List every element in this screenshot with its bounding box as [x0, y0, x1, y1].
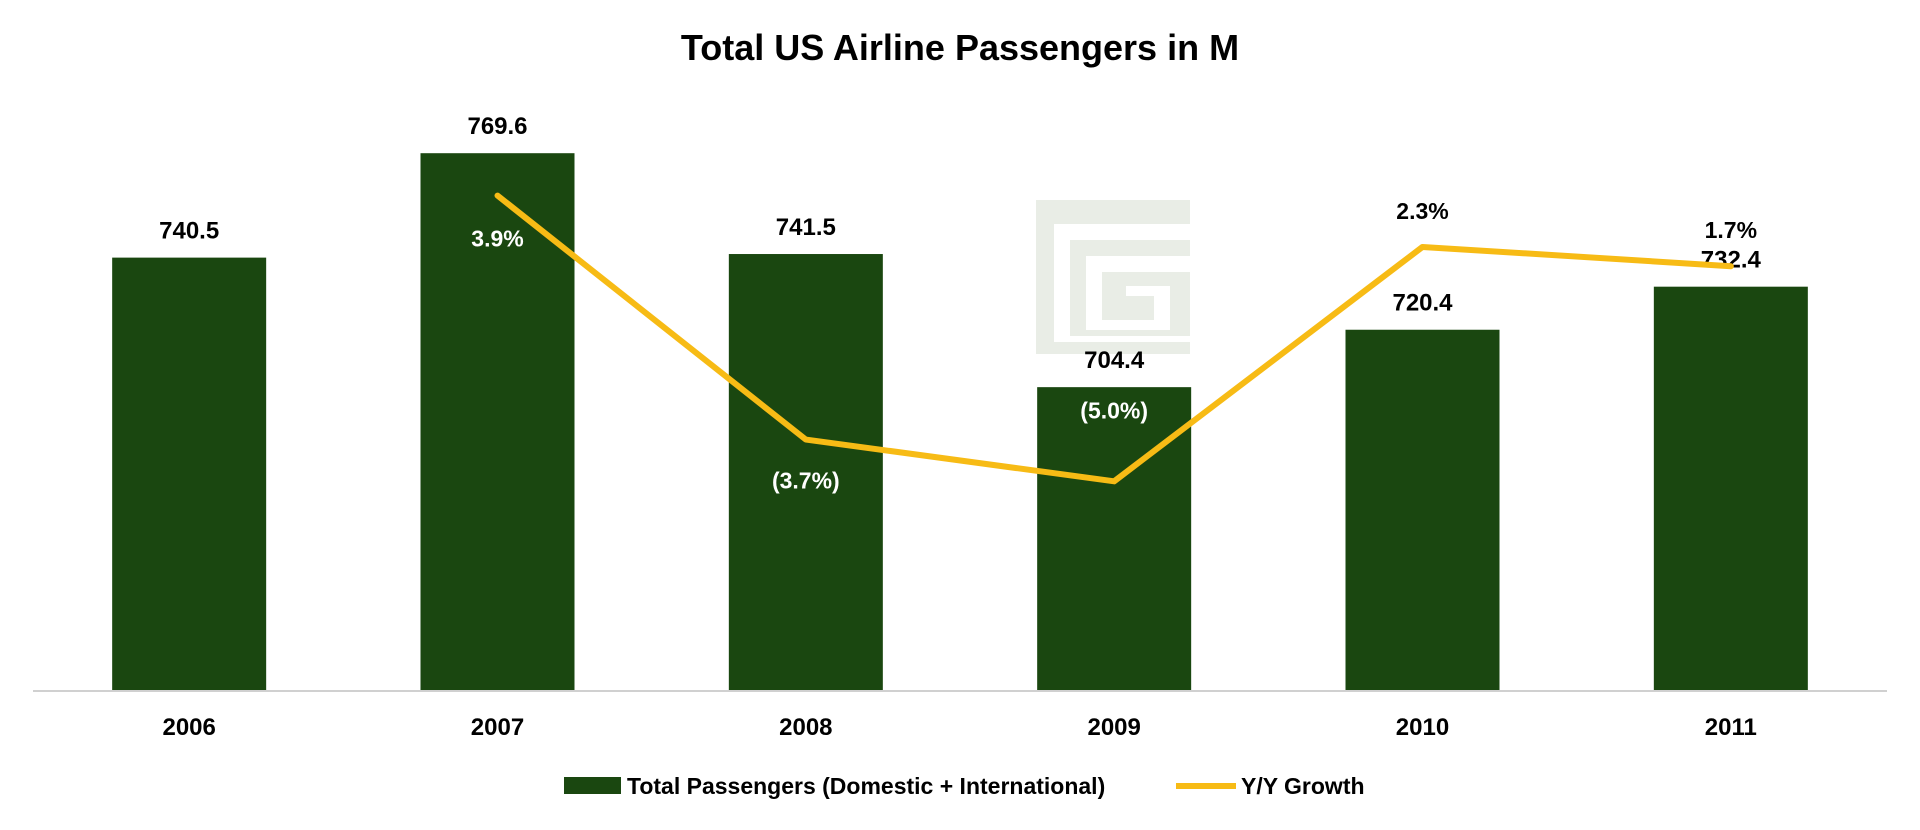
x-tick-2006: 2006: [162, 714, 215, 741]
growth-label-2011: 1.7%: [1705, 217, 1757, 243]
bar-2010: [1345, 329, 1500, 690]
growth-label-2007: 3.9%: [471, 226, 523, 252]
chart-title: Total US Airline Passengers in M: [681, 27, 1239, 68]
growth-data-labels: 3.9% (3.7%) (5.0%) 2.3% 1.7%: [471, 198, 1757, 494]
bar-2009: [1037, 387, 1192, 690]
legend-label-line: Y/Y Growth: [1241, 773, 1365, 799]
bar-label-2009: 704.4: [1084, 347, 1145, 374]
bar-label-2007: 769.6: [467, 113, 527, 140]
x-tick-2010: 2010: [1396, 714, 1449, 741]
x-tick-2008: 2008: [779, 714, 832, 741]
bar-data-labels: 740.5 769.6 741.5 704.4 720.4 732.4: [159, 113, 1761, 374]
growth-label-2008: (3.7%): [772, 468, 840, 494]
watermark-cutout: [1054, 224, 1190, 342]
bar-label-2010: 720.4: [1392, 290, 1453, 317]
x-axis-ticks: 2006 2007 2008 2009 2010 2011: [162, 714, 1756, 741]
bar-label-2006: 740.5: [159, 218, 219, 245]
bar-2011: [1653, 286, 1808, 690]
legend-label-bars: Total Passengers (Domestic + Internation…: [627, 773, 1105, 799]
growth-line: [494, 192, 1734, 485]
bar-label-2008: 741.5: [776, 214, 836, 241]
bar-label-2011: 732.4: [1701, 247, 1762, 274]
x-tick-2009: 2009: [1087, 714, 1140, 741]
legend: Total Passengers (Domestic + Internation…: [564, 773, 1365, 799]
bar-2008: [728, 254, 883, 690]
growth-label-2010: 2.3%: [1396, 198, 1448, 224]
x-tick-2007: 2007: [471, 714, 524, 741]
bar-2007: [420, 153, 575, 690]
bar-2006: [112, 257, 267, 690]
logo-watermark-icon: [1036, 200, 1190, 354]
growth-label-2009: (5.0%): [1080, 397, 1148, 423]
x-tick-2011: 2011: [1705, 714, 1757, 741]
legend-swatch-bars: [564, 777, 621, 794]
bar-series: [112, 153, 1808, 690]
